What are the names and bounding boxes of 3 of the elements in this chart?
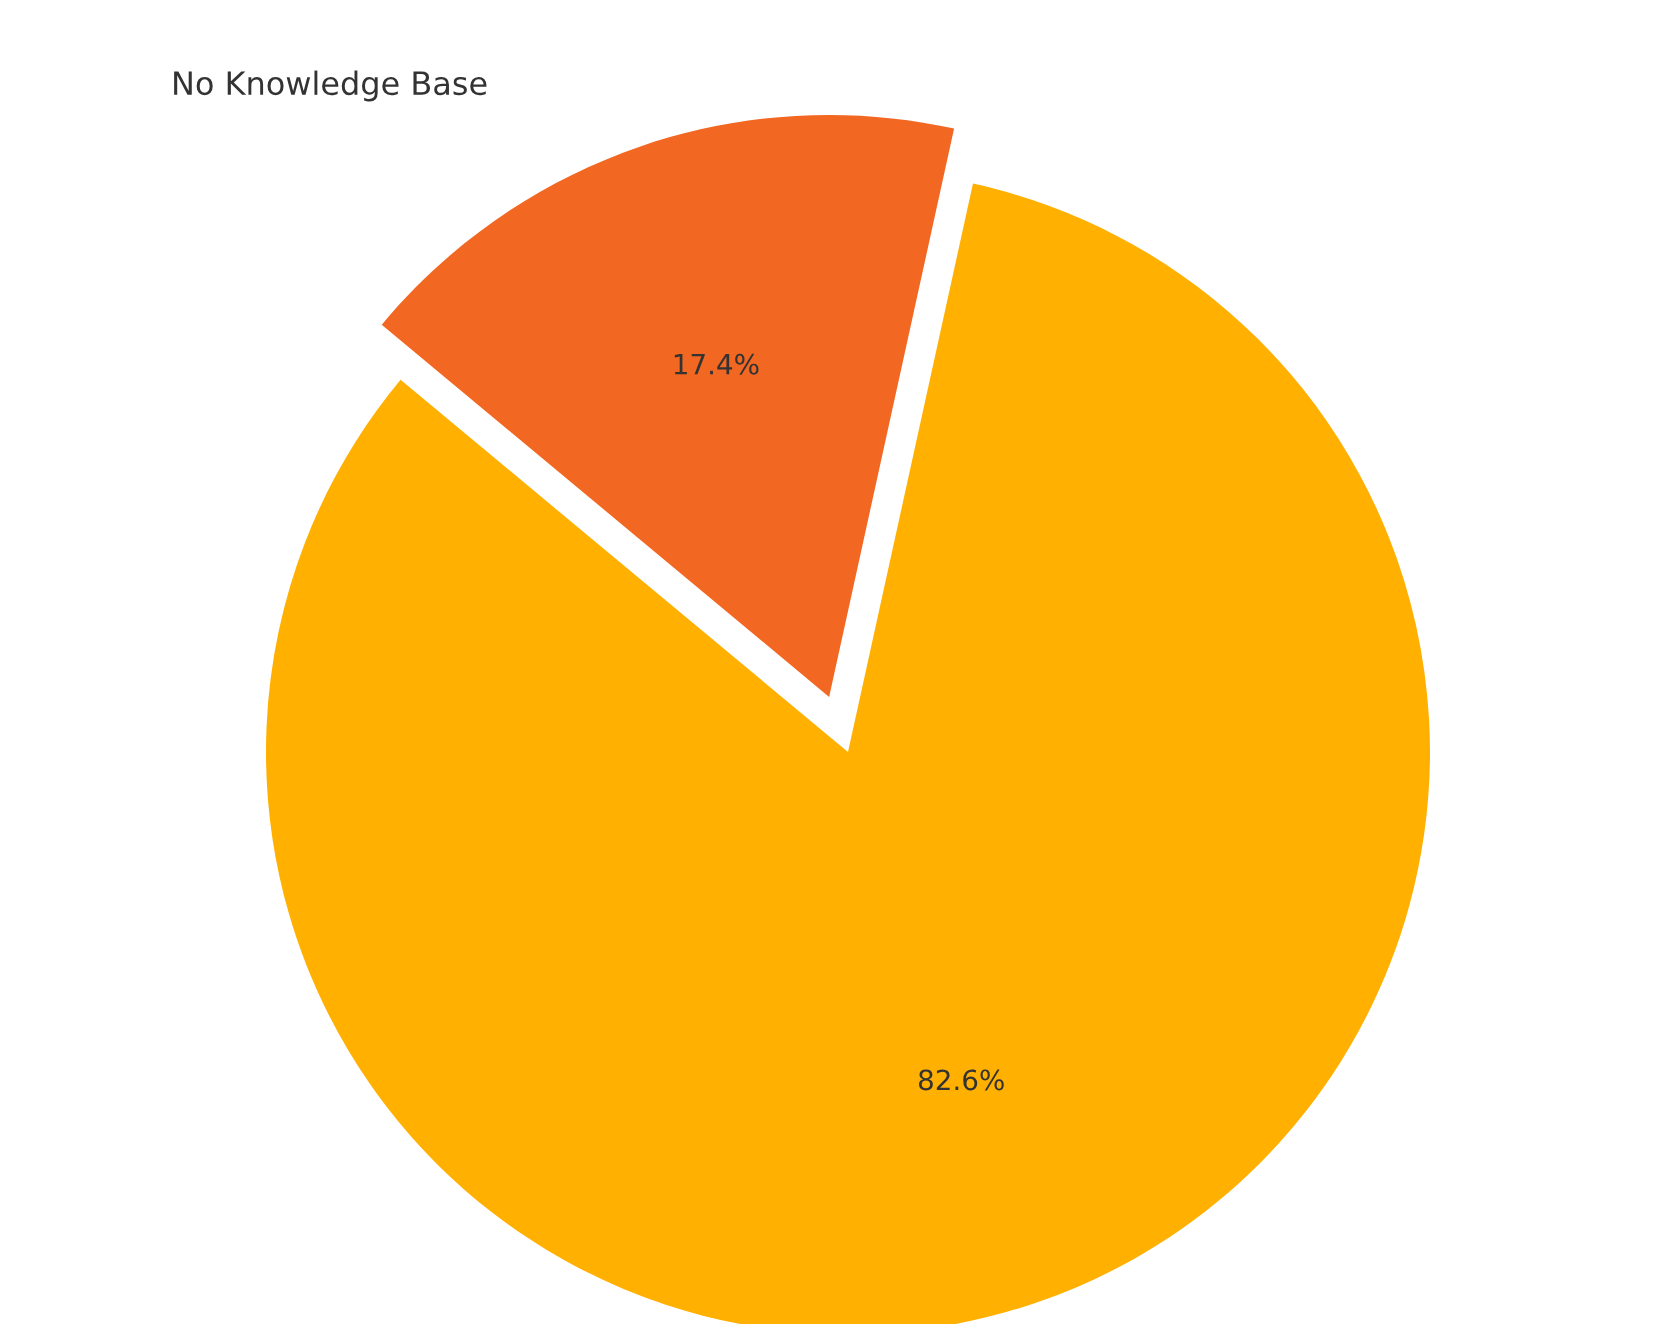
data-label: 82.6% <box>918 1069 1004 1091</box>
data-label: 17.4% <box>674 353 759 375</box>
chart-title: No Knowledge Base <box>174 70 487 102</box>
